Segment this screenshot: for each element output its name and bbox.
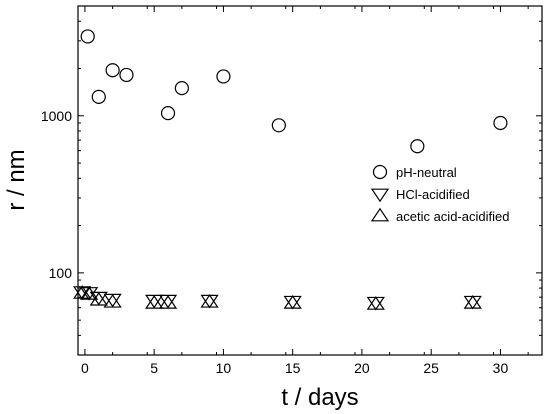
legend-label: acetic acid-acidified — [396, 209, 509, 224]
data-point-circle — [271, 118, 286, 133]
data-point-circle — [80, 29, 95, 44]
x-tick-label: 30 — [493, 360, 509, 376]
x-tick-label: 5 — [150, 360, 158, 376]
data-point-triangle-up — [89, 291, 108, 306]
data-point-triangle-up — [463, 295, 482, 309]
data-point-triangle-up — [366, 296, 385, 310]
data-point-triangle-down — [366, 296, 385, 311]
data-markers — [73, 29, 508, 311]
data-point-triangle-down — [200, 294, 219, 309]
data-point-circle — [174, 81, 189, 96]
x-tick-label: 20 — [354, 360, 370, 376]
axes — [77, 5, 543, 356]
data-point-triangle-down — [463, 295, 482, 310]
x-tick-label: 10 — [216, 360, 232, 376]
y-axis-title: r / nm — [3, 149, 30, 210]
data-point-circle — [216, 69, 231, 84]
data-point-triangle-up — [158, 295, 178, 309]
data-point-circle — [160, 106, 176, 121]
x-tick-label: 25 — [423, 360, 439, 376]
y-tick-label: 100 — [49, 265, 73, 281]
ticks: 0 5 10 15 20 25 30 100 1000 — [41, 5, 542, 376]
data-point-triangle-down — [283, 295, 302, 310]
legend-label: HCl-acidified — [396, 187, 470, 202]
data-point-circle — [91, 89, 106, 104]
x-tick-label: 0 — [81, 360, 89, 376]
legend-marker-circle — [372, 164, 388, 180]
legend-marker-triangle-down — [370, 188, 390, 203]
data-point-triangle-up — [79, 286, 99, 300]
legend: pH-neutral HCl-acidified acetic acid-acidi… — [370, 164, 509, 224]
data-point-circle — [105, 63, 120, 78]
data-point-circle — [493, 115, 508, 131]
data-point-triangle-up — [200, 293, 219, 308]
data-point-triangle-up — [103, 293, 122, 308]
data-point-triangle-up — [283, 295, 302, 309]
legend-marker-triangle-up — [370, 207, 390, 222]
x-axis-title: t / days — [281, 384, 358, 411]
data-point-circle — [410, 139, 425, 154]
x-tick-label: 15 — [285, 360, 301, 376]
y-tick-label: 1000 — [41, 108, 72, 124]
data-point-triangle-up — [145, 295, 164, 309]
plot-frame — [77, 5, 543, 356]
data-point-circle — [119, 67, 134, 83]
legend-label: pH-neutral — [396, 165, 457, 180]
